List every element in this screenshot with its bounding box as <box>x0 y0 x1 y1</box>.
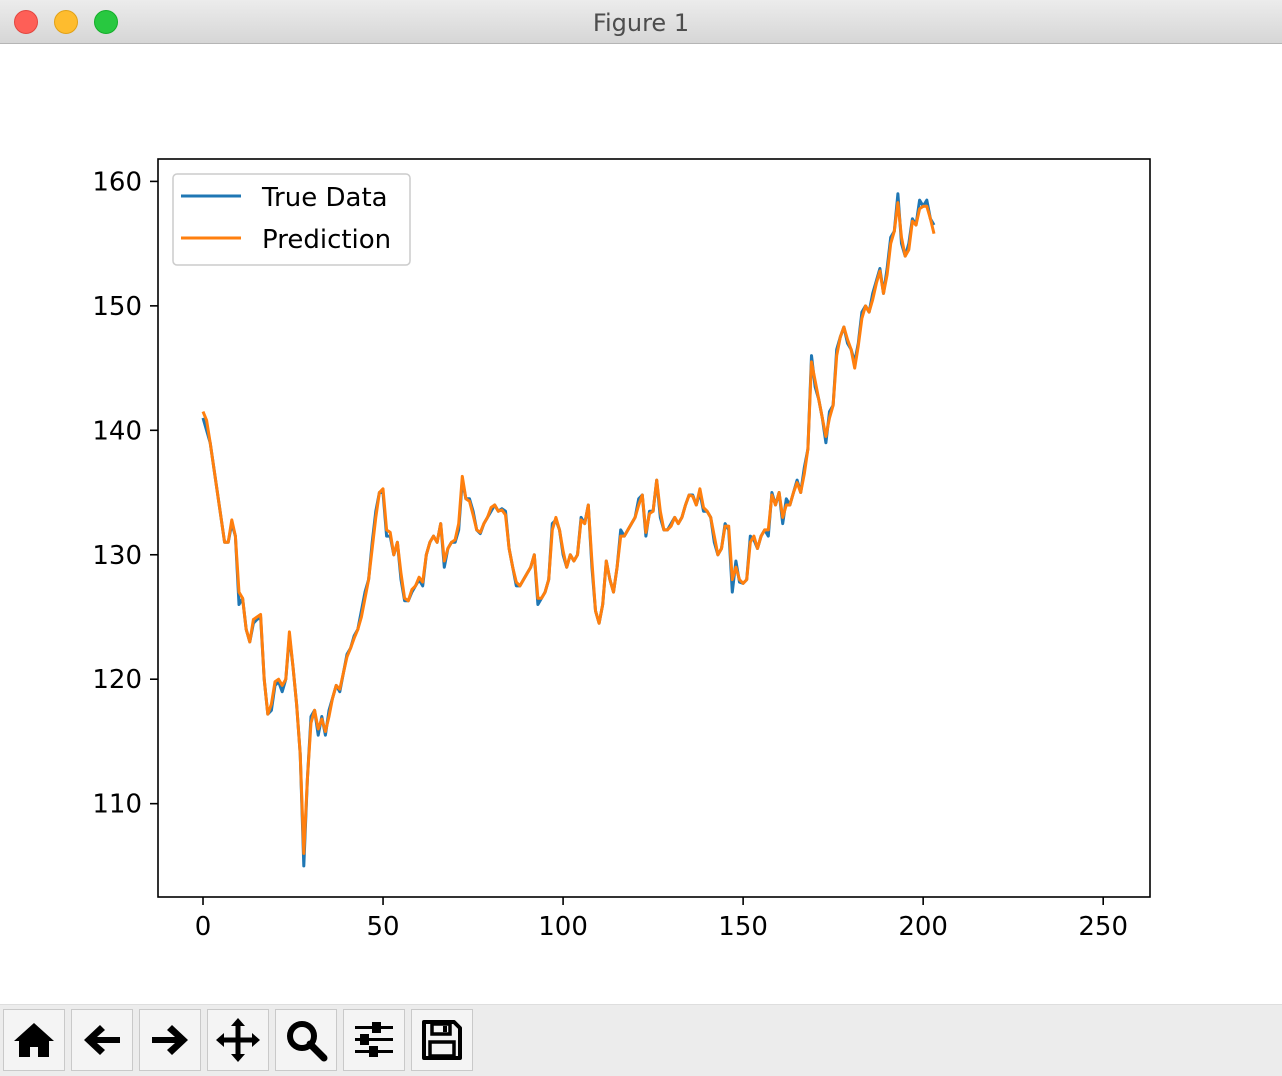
legend-label: True Data <box>261 183 388 213</box>
navigation-toolbar <box>0 1004 1282 1076</box>
figure-canvas: 0 50 100 150 200 250 110 120 130 140 150 160 True Da… <box>0 44 1282 1004</box>
forward-button[interactable] <box>139 1009 201 1071</box>
save-button[interactable] <box>411 1009 473 1071</box>
close-window-button[interactable] <box>14 10 38 34</box>
y-tick-label: 110 <box>92 790 142 820</box>
x-tick-label: 150 <box>718 912 768 942</box>
x-tick-label: 200 <box>898 912 948 942</box>
line-chart: 0 50 100 150 200 250 110 120 130 140 150 160 True Da… <box>92 158 1151 942</box>
arrow-left-icon <box>84 1025 120 1055</box>
maximize-window-button[interactable] <box>94 10 118 34</box>
floppy-disk-icon <box>422 1020 462 1060</box>
configure-subplots-button[interactable] <box>343 1009 405 1071</box>
legend-label: Prediction <box>262 225 391 255</box>
x-tick-label: 100 <box>538 912 588 942</box>
zoom-button[interactable] <box>275 1009 337 1071</box>
home-button[interactable] <box>3 1009 65 1071</box>
sliders-icon <box>355 1022 393 1057</box>
pan-button[interactable] <box>207 1009 269 1071</box>
series-line-prediction <box>201 201 936 855</box>
window-title: Figure 1 <box>592 9 690 37</box>
series-line-true-data <box>201 192 936 868</box>
y-tick-label: 160 <box>92 167 142 197</box>
home-icon <box>14 1023 54 1057</box>
window-titlebar: Figure 1 <box>0 0 1282 44</box>
x-tick-label: 250 <box>1078 912 1128 942</box>
magnifier-icon <box>287 1021 328 1062</box>
y-tick-label: 150 <box>92 292 142 322</box>
move-icon <box>216 1018 260 1062</box>
y-tick-label: 140 <box>92 416 142 446</box>
y-tick-label: 120 <box>92 665 142 695</box>
minimize-window-button[interactable] <box>54 10 78 34</box>
y-tick-label: 130 <box>92 541 142 571</box>
x-tick-label: 0 <box>195 912 212 942</box>
plot-frame <box>157 158 1151 898</box>
background-window-edge <box>1276 110 1282 310</box>
arrow-right-icon <box>152 1025 188 1055</box>
x-tick-label: 50 <box>366 912 399 942</box>
back-button[interactable] <box>71 1009 133 1071</box>
